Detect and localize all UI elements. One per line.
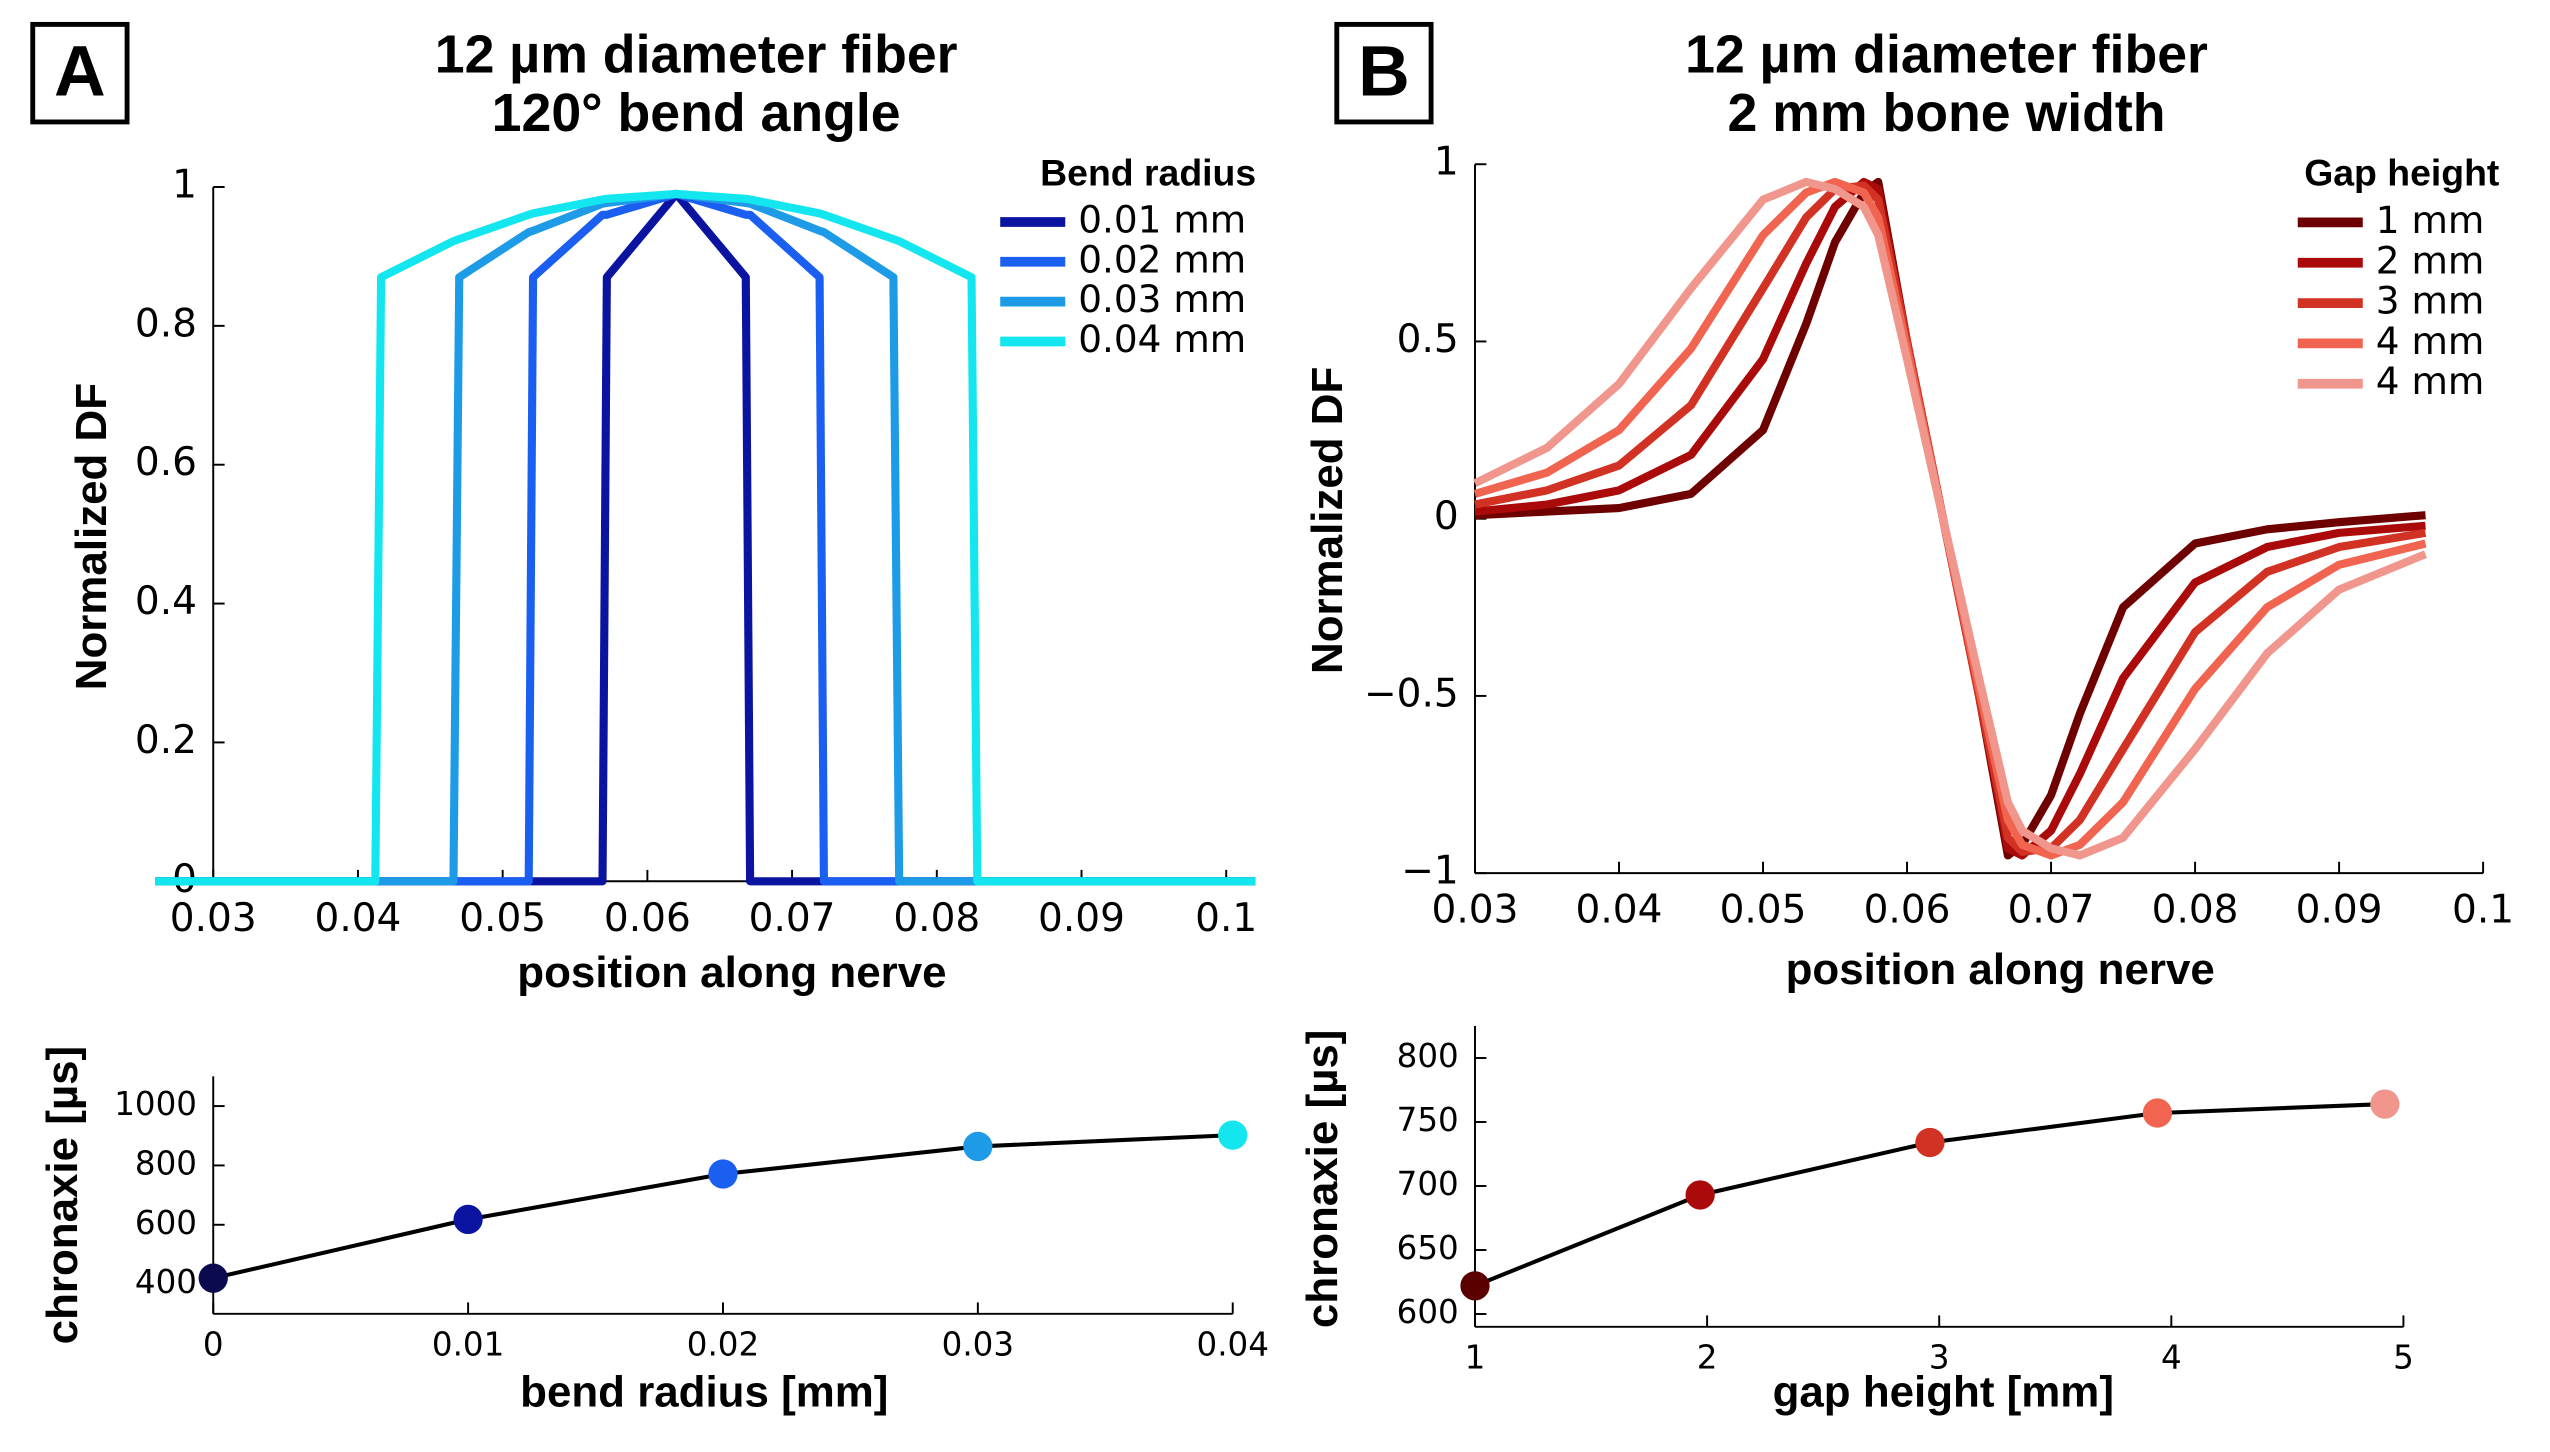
data-point [1685,1180,1715,1210]
x-tick-label: 4 [2161,1338,2182,1376]
y-axis-label: chronaxie [µs] [1298,1030,1347,1328]
x-tick-label: 0.06 [604,896,691,941]
x-tick-label: 0.04 [1197,1325,1269,1363]
data-point [2370,1089,2400,1119]
y-axis-label: Normalized DF [67,383,116,690]
x-tick-label: 0.04 [1576,888,1663,933]
y-tick-label: 600 [135,1204,197,1242]
y-tick-label: 800 [1397,1037,1459,1075]
chart-subtitle: 2 mm bone width [1727,83,2165,143]
x-tick-label: 0.07 [749,896,836,941]
panel-label: A [54,31,106,111]
y-tick-label: 650 [1397,1229,1459,1267]
x-tick-label: 0.1 [1195,896,1257,941]
chart-title: 12 µm diameter fiber [435,25,958,85]
x-tick-label: 0.01 [432,1325,504,1363]
legend-label: 2 mm [2376,238,2484,282]
x-axis-label: gap height [mm] [1773,1368,2114,1417]
data-point [2142,1098,2173,1128]
x-tick-label: 0.02 [687,1325,759,1363]
x-tick-label: 0.08 [2152,888,2239,933]
data-point [963,1131,993,1162]
panel-box [30,21,130,125]
y-tick-label: 1000 [114,1085,197,1123]
x-tick-label: 2 [1697,1338,1718,1376]
y-tick-label: 1 [1434,140,1459,185]
chart-subtitle: 120° bend angle [492,83,901,143]
legend-label: 1 mm [2376,198,2484,242]
y-tick-label: −0.5 [1364,671,1459,716]
x-tick-label: 0 [203,1325,224,1363]
chart-title: 12 µm diameter fiber [1685,25,2208,85]
data-point [708,1159,738,1189]
x-axis-label: bend radius [mm] [520,1368,888,1417]
legend-title: Gap height [2304,151,2499,193]
y-tick-label: 0.2 [135,718,197,763]
y-axis-label: Normalized DF [1303,367,1352,674]
x-tick-label: 0.05 [1720,888,1807,933]
data-point [453,1204,483,1235]
data-line [1474,177,2426,860]
x-tick-label: 0.03 [942,1325,1014,1363]
trend-line [212,1133,1233,1281]
x-tick-label: 1 [1465,1338,1486,1376]
data-point [1218,1120,1248,1150]
data-line [1474,177,2426,860]
y-tick-label: 0.8 [135,301,197,346]
x-tick-label: 0.08 [893,896,980,941]
legend-label: 0.02 mm [1078,237,1246,281]
legend-label: 3 mm [2376,279,2484,323]
data-line [155,189,1256,886]
data-line [1474,181,2427,856]
y-tick-label: −1 [1401,849,1459,894]
x-tick-label: 0.09 [2296,888,2383,933]
data-line [1473,177,2428,860]
x-tick-label: 3 [1929,1338,1950,1376]
x-axis-label: position along nerve [517,948,946,997]
data-point [1915,1127,1945,1158]
legend-title: Bend radius [1040,151,1256,193]
y-tick-label: 400 [135,1263,197,1301]
y-tick-label: 800 [135,1144,197,1182]
x-axis-label: position along nerve [1786,945,2215,994]
legend-label: 0.03 mm [1078,277,1246,321]
y-tick-label: 0.5 [1397,317,1459,362]
x-tick-label: 0.09 [1038,896,1125,941]
x-tick-label: 0.05 [459,896,546,941]
y-tick-label: 0 [1434,494,1459,539]
data-line [1473,177,2427,860]
y-tick-label: 0.6 [135,440,197,485]
legend-label: 4 mm [2376,319,2484,363]
x-tick-label: 0.1 [2452,888,2514,933]
x-tick-label: 0.07 [2008,888,2095,933]
y-tick-label: 1 [172,162,197,207]
x-tick-label: 5 [2393,1338,2414,1376]
y-axis-label: chronaxie [µs] [38,1046,87,1344]
y-tick-label: 750 [1397,1101,1459,1139]
x-tick-label: 0.04 [315,896,402,941]
legend-label: 4 mm [2376,359,2484,403]
x-tick-label: 0.06 [1864,888,1951,933]
y-tick-label: 700 [1397,1165,1459,1203]
x-tick-label: 0.03 [170,896,257,941]
panel-label: B [1358,31,1410,111]
x-tick-label: 0.03 [1432,888,1519,933]
y-tick-label: 600 [1397,1293,1459,1331]
data-point [198,1263,228,1293]
panel-box [1334,21,1434,125]
data-point [1460,1271,1490,1301]
legend-label: 0.01 mm [1078,197,1246,241]
y-tick-label: 0.4 [135,579,197,624]
legend-label: 0.04 mm [1078,317,1246,361]
